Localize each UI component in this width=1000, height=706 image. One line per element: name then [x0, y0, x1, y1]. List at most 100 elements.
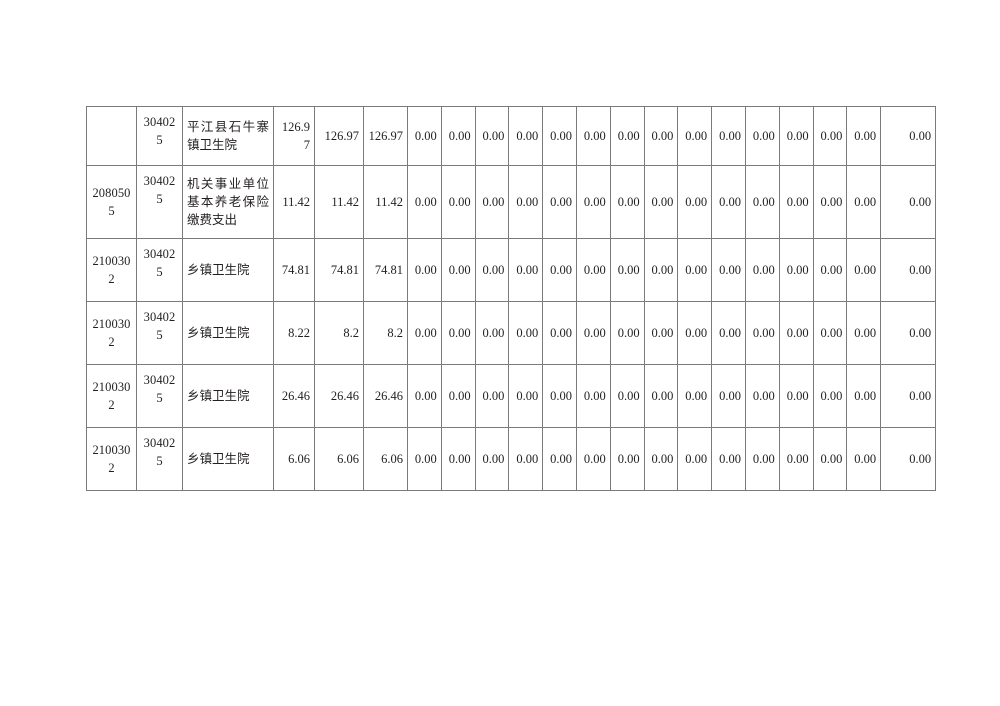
- zero-amount-cell: 0.00: [542, 301, 577, 365]
- zero-amount-cell: 0.00: [508, 238, 544, 302]
- item-name-cell: 乡镇卫生院: [182, 238, 274, 302]
- zero-amount-cell: 0.00: [407, 165, 442, 239]
- functional-code-cell: 2080505: [86, 165, 137, 239]
- zero-amount-cell: 0.00: [711, 165, 746, 239]
- final-amount-cell: 0.00: [880, 165, 937, 239]
- amount-total-cell: 8.22: [273, 301, 315, 365]
- zero-amount-cell: 0.00: [440, 238, 476, 302]
- item-name-cell: 乡镇卫生院: [182, 427, 274, 491]
- table-row: 2100302 304025 乡镇卫生院 26.46 26.46 26.46 0.00 0.0…: [86, 364, 937, 428]
- zero-amount-cell: 0.00: [677, 427, 713, 491]
- zero-amount-cell: 0.00: [575, 106, 611, 166]
- zero-amount-cell: 0.00: [542, 427, 577, 491]
- amount-b-cell: 26.46: [363, 364, 408, 428]
- zero-amount-cell: 0.00: [609, 165, 645, 239]
- dept-code-cell: 304025: [136, 427, 183, 491]
- zero-amount-cell: 0.00: [677, 106, 713, 166]
- functional-code-cell: 2100302: [86, 238, 137, 302]
- zero-amount-cell: 0.00: [440, 427, 476, 491]
- table-row: 2100302 304025 乡镇卫生院 74.81 74.81 74.81 0.00 0.0…: [86, 238, 937, 302]
- zero-amount-cell: 0.00: [508, 427, 544, 491]
- functional-code-cell: 2100302: [86, 364, 137, 428]
- zero-amount-cell: 0.00: [778, 301, 814, 365]
- dept-code-cell: 304025: [136, 106, 183, 166]
- amount-a-cell: 126.97: [314, 106, 364, 166]
- zero-amount-cell: 0.00: [643, 238, 679, 302]
- budget-expenditure-table: 304025 平江县石牛寨镇卫生院 126.97 126.97 126.97 0.00 0.…: [86, 106, 937, 491]
- final-amount-cell: 0.00: [880, 301, 937, 365]
- zero-amount-cell: 0.00: [440, 364, 476, 428]
- zero-amount-cell: 0.00: [643, 364, 679, 428]
- dept-code-cell: 304025: [136, 301, 183, 365]
- zero-amount-cell: 0.00: [643, 301, 679, 365]
- zero-amount-cell: 0.00: [744, 165, 780, 239]
- item-name-cell: 平江县石牛寨镇卫生院: [182, 106, 274, 166]
- zero-amount-cell: 0.00: [711, 238, 746, 302]
- zero-amount-cell: 0.00: [609, 427, 645, 491]
- zero-amount-cell: 0.00: [407, 427, 442, 491]
- zero-amount-cell: 0.00: [474, 165, 510, 239]
- item-name-cell: 乡镇卫生院: [182, 364, 274, 428]
- zero-amount-cell: 0.00: [812, 106, 848, 166]
- zero-amount-cell: 0.00: [508, 106, 544, 166]
- zero-amount-cell: 0.00: [542, 238, 577, 302]
- zero-amount-cell: 0.00: [812, 427, 848, 491]
- zero-amount-cell: 0.00: [778, 106, 814, 166]
- amount-b-cell: 74.81: [363, 238, 408, 302]
- table-row: 2080505 304025 机关事业单位基本养老保险缴费支出 11.42 11.42 1…: [86, 165, 937, 239]
- zero-amount-cell: 0.00: [846, 427, 882, 491]
- table-row: 2100302 304025 乡镇卫生院 6.06 6.06 6.06 0.00 0.00 0.…: [86, 427, 937, 491]
- zero-amount-cell: 0.00: [778, 165, 814, 239]
- zero-amount-cell: 0.00: [575, 238, 611, 302]
- zero-amount-cell: 0.00: [508, 301, 544, 365]
- amount-a-cell: 8.2: [314, 301, 364, 365]
- zero-amount-cell: 0.00: [440, 165, 476, 239]
- functional-code-cell: 2100302: [86, 427, 137, 491]
- amount-a-cell: 11.42: [314, 165, 364, 239]
- zero-amount-cell: 0.00: [778, 238, 814, 302]
- amount-b-cell: 126.97: [363, 106, 408, 166]
- zero-amount-cell: 0.00: [778, 364, 814, 428]
- zero-amount-cell: 0.00: [846, 106, 882, 166]
- amount-total-cell: 26.46: [273, 364, 315, 428]
- zero-amount-cell: 0.00: [846, 238, 882, 302]
- zero-amount-cell: 0.00: [542, 364, 577, 428]
- zero-amount-cell: 0.00: [407, 364, 442, 428]
- zero-amount-cell: 0.00: [846, 165, 882, 239]
- zero-amount-cell: 0.00: [575, 165, 611, 239]
- zero-amount-cell: 0.00: [474, 427, 510, 491]
- amount-total-cell: 6.06: [273, 427, 315, 491]
- zero-amount-cell: 0.00: [407, 106, 442, 166]
- zero-amount-cell: 0.00: [508, 165, 544, 239]
- zero-amount-cell: 0.00: [812, 301, 848, 365]
- zero-amount-cell: 0.00: [474, 301, 510, 365]
- final-amount-cell: 0.00: [880, 106, 937, 166]
- dept-code-cell: 304025: [136, 165, 183, 239]
- amount-a-cell: 6.06: [314, 427, 364, 491]
- zero-amount-cell: 0.00: [677, 165, 713, 239]
- zero-amount-cell: 0.00: [474, 364, 510, 428]
- item-name-cell: 乡镇卫生院: [182, 301, 274, 365]
- zero-amount-cell: 0.00: [575, 301, 611, 365]
- zero-amount-cell: 0.00: [643, 427, 679, 491]
- amount-total-cell: 74.81: [273, 238, 315, 302]
- zero-amount-cell: 0.00: [744, 427, 780, 491]
- zero-amount-cell: 0.00: [575, 427, 611, 491]
- table-row: 304025 平江县石牛寨镇卫生院 126.97 126.97 126.97 0.00 0.…: [86, 106, 937, 166]
- zero-amount-cell: 0.00: [575, 364, 611, 428]
- functional-code-cell: [86, 106, 137, 166]
- zero-amount-cell: 0.00: [711, 427, 746, 491]
- zero-amount-cell: 0.00: [677, 364, 713, 428]
- zero-amount-cell: 0.00: [407, 238, 442, 302]
- amount-b-cell: 11.42: [363, 165, 408, 239]
- dept-code-cell: 304025: [136, 364, 183, 428]
- zero-amount-cell: 0.00: [778, 427, 814, 491]
- zero-amount-cell: 0.00: [744, 301, 780, 365]
- zero-amount-cell: 0.00: [440, 106, 476, 166]
- zero-amount-cell: 0.00: [812, 364, 848, 428]
- final-amount-cell: 0.00: [880, 427, 937, 491]
- zero-amount-cell: 0.00: [677, 301, 713, 365]
- zero-amount-cell: 0.00: [711, 301, 746, 365]
- zero-amount-cell: 0.00: [643, 106, 679, 166]
